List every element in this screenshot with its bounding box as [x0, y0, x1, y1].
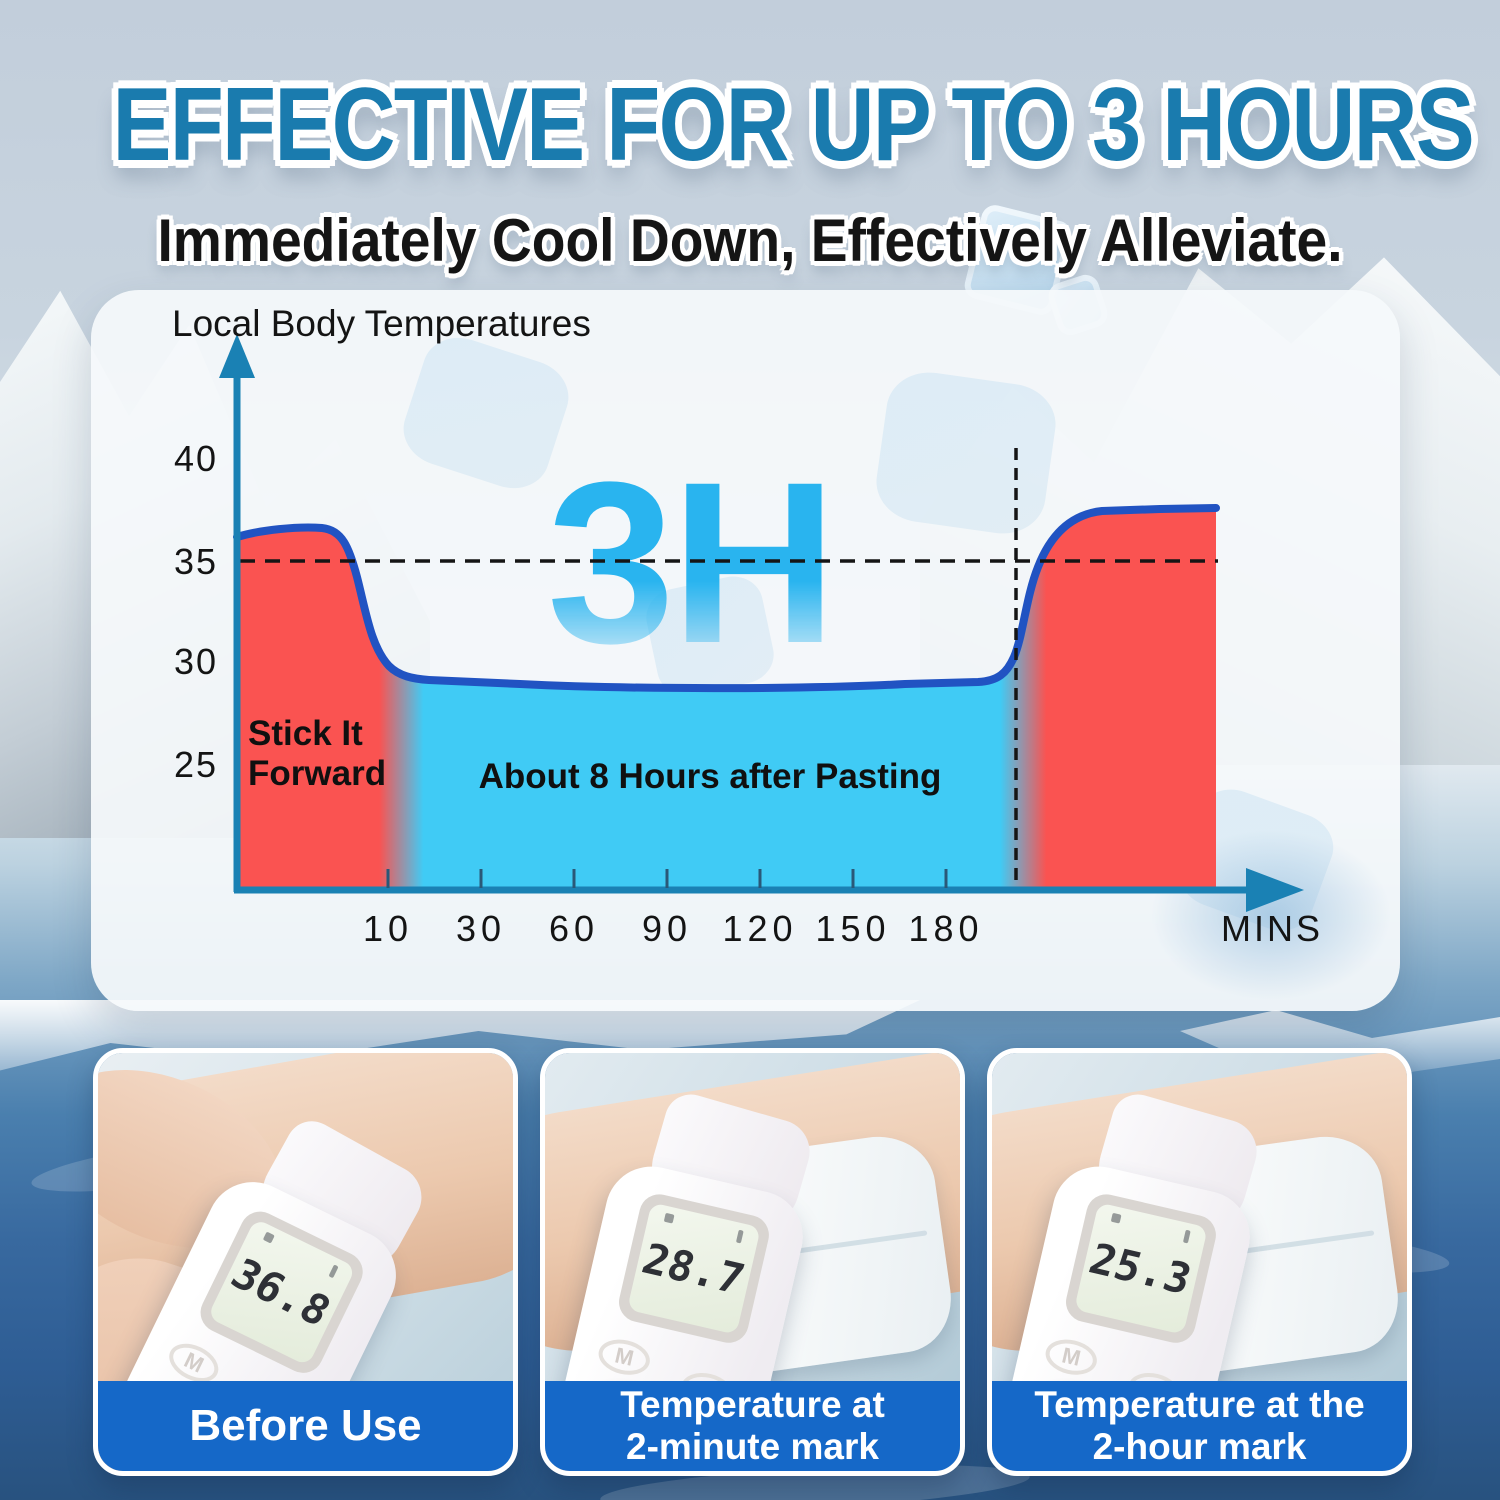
lcd-display: 36.8 — [207, 1218, 357, 1367]
temperature-reading: 36.8 — [223, 1248, 340, 1336]
temperature-reading: 28.7 — [637, 1233, 751, 1304]
thermometer-screen: 36.8 — [193, 1204, 370, 1380]
poster-title: EFFECTIVE FOR UP TO 3 HOURS — [112, 67, 1475, 183]
temperature-reading: 25.3 — [1084, 1233, 1198, 1304]
caption-text-line1: Temperature at — [620, 1384, 885, 1425]
card-caption: Before Use — [98, 1381, 513, 1471]
phase2-region-label: About 8 Hours after Pasting — [478, 757, 942, 796]
photo-card-2-minute: 28.7 M S Temperature at 2-minute mark — [540, 1048, 965, 1476]
lcd-mode-icon — [1110, 1212, 1122, 1224]
thermometer-screen: 25.3 — [1062, 1190, 1220, 1347]
phase1-region-label: Stick It Forward — [248, 714, 387, 793]
lcd-mode-icon — [262, 1231, 275, 1244]
thermometer-screen: 28.7 — [615, 1190, 773, 1347]
lcd-unit-icon — [735, 1229, 744, 1244]
lcd-unit-icon — [328, 1264, 339, 1279]
lcd-display: 28.7 — [627, 1202, 761, 1335]
m-button: M — [595, 1334, 654, 1380]
caption-text-line1: Temperature at the — [1034, 1384, 1365, 1425]
card-caption: Temperature at 2-minute mark — [545, 1381, 960, 1471]
water-decoration — [1151, 830, 1391, 1000]
ice-decoration — [871, 366, 1061, 540]
duration-3h-label: 3H — [546, 434, 837, 691]
caption-text-line2: 2-hour mark — [1092, 1426, 1307, 1467]
lcd-display: 25.3 — [1074, 1202, 1208, 1335]
m-button: M — [1042, 1334, 1101, 1380]
lcd-mode-icon — [663, 1212, 675, 1224]
caption-text-line2: 2-minute mark — [626, 1426, 879, 1467]
photo-card-2-hour: 25.3 M S Temperature at the 2-hour mark — [987, 1048, 1412, 1476]
card-caption: Temperature at the 2-hour mark — [992, 1381, 1407, 1471]
lcd-unit-icon — [1182, 1229, 1191, 1244]
photo-card-before-use: 36.8 M S Before Use — [93, 1048, 518, 1476]
poster-subtitle: Immediately Cool Down, Effectively Allev… — [157, 207, 1343, 274]
caption-text: Before Use — [189, 1401, 422, 1450]
